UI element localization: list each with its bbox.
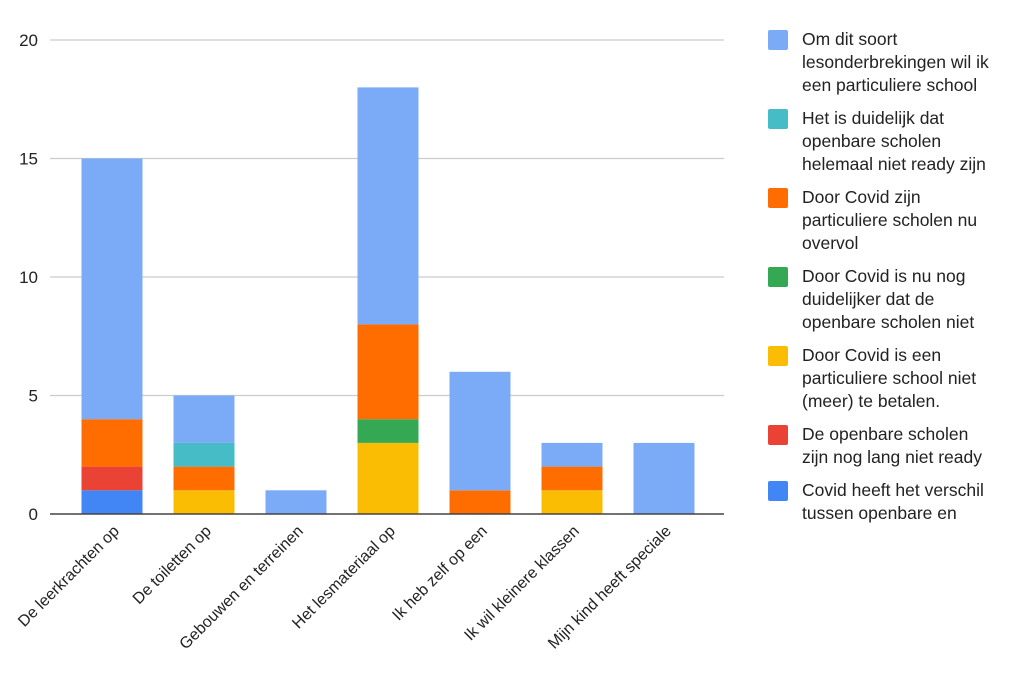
legend-item[interactable]: Het is duidelijk dat openbare scholen he… <box>768 107 1033 176</box>
legend-item[interactable]: Om dit soort lesonderbrekingen wil ik ee… <box>768 28 1033 97</box>
y-tick-label: 10 <box>19 268 38 287</box>
bar-segment[interactable] <box>173 490 235 514</box>
stacked-bar-chart: 0 5 10 15 20 De leerkrachten op De toiletten … <box>15 31 724 653</box>
legend-swatch-icon <box>768 30 788 50</box>
legend-swatch-icon <box>768 188 788 208</box>
bars <box>81 87 695 514</box>
bar-segment[interactable] <box>541 490 603 514</box>
legend-swatch-icon <box>768 109 788 129</box>
bar-segment[interactable] <box>357 442 419 514</box>
bar-segment[interactable] <box>81 158 143 420</box>
x-axis-labels: De leerkrachten op De toiletten opGebouwe… <box>15 523 675 653</box>
bar-segment[interactable] <box>81 490 143 514</box>
legend-label: Om dit soort lesonderbrekingen wil ik ee… <box>802 29 989 95</box>
bar-segment[interactable] <box>449 371 511 491</box>
y-tick-label: 15 <box>19 150 38 169</box>
bar-segment[interactable] <box>449 490 511 514</box>
legend-label: Covid heeft het verschil tussen openbare… <box>802 480 984 523</box>
legend-item[interactable]: Door Covid zijn particuliere scholen nu … <box>768 186 1033 255</box>
legend-item[interactable]: Door Covid is nu nog duidelijker dat de … <box>768 265 1033 334</box>
x-tick-label: De toiletten op <box>130 523 215 608</box>
bar-stack <box>357 87 419 514</box>
legend-swatch-icon <box>768 346 788 366</box>
legend-swatch-icon <box>768 481 788 501</box>
bar-segment[interactable] <box>357 419 419 443</box>
x-tick-label: Het lesmateriaal op <box>289 523 399 633</box>
bar-stack <box>265 490 327 514</box>
bar-stack <box>173 395 235 514</box>
legend-label: Door Covid zijn particuliere scholen nu … <box>802 187 978 253</box>
legend-label: Het is duidelijk dat openbare scholen he… <box>802 108 986 174</box>
bar-segment[interactable] <box>357 87 419 325</box>
bar-stack <box>633 442 695 514</box>
bar-segment[interactable] <box>265 490 327 514</box>
legend-item[interactable]: Covid heeft het verschil tussen openbare… <box>768 479 1033 525</box>
legend-label: De openbare scholen zijn nog lang niet r… <box>802 424 982 467</box>
bar-segment[interactable] <box>81 466 143 491</box>
bar-stack <box>81 158 143 514</box>
legend: Om dit soort lesonderbrekingen wil ik ee… <box>768 28 1033 535</box>
legend-label: Door Covid is nu nog duidelijker dat de … <box>802 266 975 332</box>
bar-stack <box>449 371 511 514</box>
bar-segment[interactable] <box>173 442 235 467</box>
x-tick-label: Ik heb zelf op een <box>389 523 490 624</box>
x-tick-label: De leerkrachten op <box>15 523 123 631</box>
bar-segment[interactable] <box>357 324 419 420</box>
bar-segment[interactable] <box>81 419 143 467</box>
legend-label: Door Covid is een particuliere school ni… <box>802 345 977 411</box>
y-axis-ticks: 0 5 10 15 20 <box>19 31 38 524</box>
bar-segment[interactable] <box>633 442 695 514</box>
legend-item[interactable]: Door Covid is een particuliere school ni… <box>768 344 1033 413</box>
legend-swatch-icon <box>768 267 788 287</box>
bar-stack <box>541 442 603 514</box>
legend-item[interactable]: De openbare scholen zijn nog lang niet r… <box>768 423 1033 469</box>
bar-segment[interactable] <box>173 466 235 491</box>
y-tick-label: 5 <box>29 387 38 406</box>
y-tick-label: 20 <box>19 31 38 50</box>
bar-segment[interactable] <box>173 395 235 443</box>
y-tick-label: 0 <box>29 505 38 524</box>
bar-segment[interactable] <box>541 466 603 491</box>
bar-segment[interactable] <box>541 442 603 467</box>
legend-swatch-icon <box>768 425 788 445</box>
